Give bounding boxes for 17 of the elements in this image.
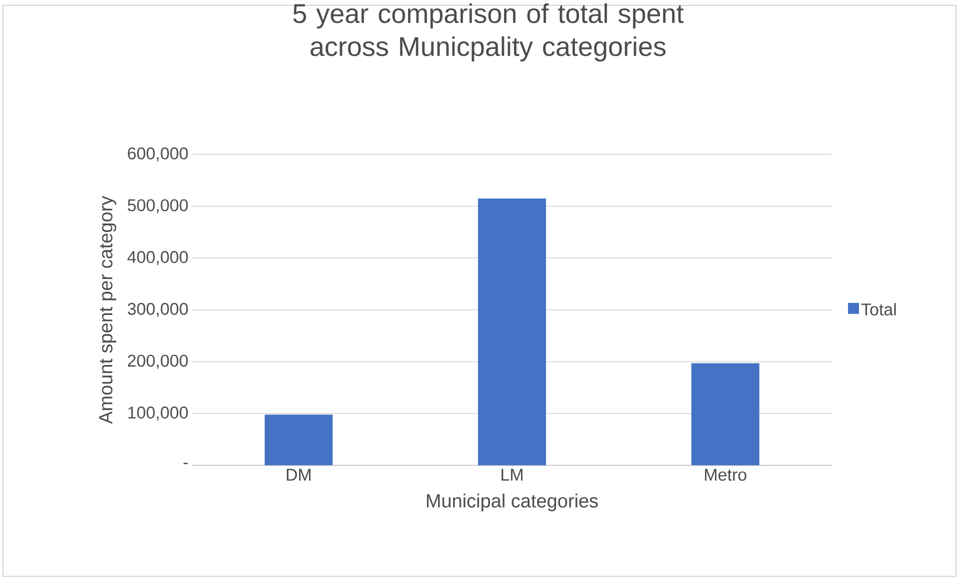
- y-tick-label: 200,000: [128, 354, 188, 369]
- y-axis-title: Amount spent per category: [99, 196, 116, 424]
- bar: [264, 414, 333, 466]
- x-axis-title: Municipal categories: [426, 493, 598, 512]
- chart-title: 5 year comparison of total spent across Municpality categories: [293, 3, 684, 62]
- x-tick-label: LM: [502, 468, 522, 480]
- x-tick-label: Metro: [705, 468, 746, 481]
- legend-label: Total: [861, 302, 896, 316]
- bar: [691, 363, 760, 466]
- y-tick-label: 400,000: [127, 250, 188, 265]
- y-tick-label: 600,000: [128, 147, 188, 162]
- y-tick-label: 500,000: [128, 199, 188, 214]
- x-tick-label: DM: [286, 468, 310, 480]
- y-tick-label: -: [184, 462, 188, 464]
- y-tick-label: 100,000: [128, 406, 188, 420]
- bar: [478, 198, 546, 466]
- y-tick-label: 300,000: [128, 302, 188, 317]
